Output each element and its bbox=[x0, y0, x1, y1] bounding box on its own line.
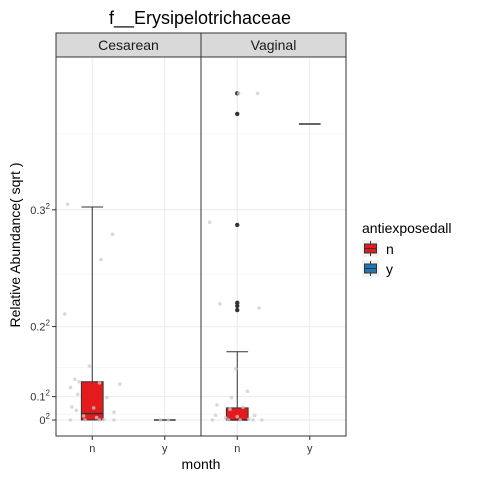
jitter-point bbox=[97, 418, 102, 422]
box-body bbox=[80, 381, 104, 421]
legend: antiexposedall ny bbox=[362, 220, 452, 277]
jitter-point bbox=[77, 379, 81, 384]
jitter-point bbox=[65, 202, 70, 206]
facet-strip-label: Vaginal bbox=[251, 37, 297, 53]
facet-vaginal: Vaginal n y bbox=[200, 32, 347, 455]
jitter-point bbox=[234, 367, 238, 371]
jitter-point bbox=[252, 413, 257, 418]
jitter-point bbox=[245, 389, 250, 394]
facet-cesarean: Cesarean n y bbox=[55, 32, 202, 455]
jitter-point bbox=[74, 408, 79, 413]
x-tick-label: y bbox=[307, 443, 313, 455]
jitter-point bbox=[97, 381, 102, 385]
jitter-point bbox=[99, 257, 103, 262]
jitter-point bbox=[75, 392, 80, 397]
jitter-point bbox=[68, 418, 73, 422]
panel-border bbox=[200, 56, 347, 437]
jitter-point bbox=[112, 410, 116, 414]
jitter-point bbox=[112, 418, 116, 422]
legend-item-label: y bbox=[386, 261, 393, 277]
legend-item-label: n bbox=[386, 241, 394, 257]
jitter-point bbox=[158, 418, 163, 422]
jitter-point bbox=[83, 418, 87, 422]
jitter-point bbox=[241, 405, 245, 410]
jitter-point bbox=[81, 414, 86, 418]
box-outlier bbox=[235, 222, 240, 228]
facets: Cesarean n y Vaginal n y bbox=[55, 32, 347, 455]
jitter-point bbox=[215, 403, 219, 407]
box-outlier bbox=[235, 111, 240, 117]
x-axis-title: month bbox=[182, 456, 221, 472]
jitter-point bbox=[223, 416, 228, 420]
x-tick-label: n bbox=[89, 443, 95, 455]
legend-title: antiexposedall bbox=[362, 220, 452, 236]
jitter-point bbox=[210, 418, 215, 422]
jitter-point bbox=[207, 220, 212, 225]
jitter-point bbox=[255, 91, 260, 96]
jitter-points bbox=[207, 91, 264, 422]
x-tick-label: y bbox=[162, 443, 168, 455]
facet-strip bbox=[200, 32, 347, 58]
jitter-points bbox=[62, 202, 171, 422]
jitter-point bbox=[91, 406, 96, 410]
jitter-point bbox=[62, 312, 67, 316]
jitter-point bbox=[102, 417, 106, 422]
jitter-point bbox=[236, 91, 241, 96]
y-axis: 02 0.12 0.22 0.32 bbox=[30, 202, 56, 427]
box-n bbox=[80, 206, 104, 421]
y-tick-label: 02 bbox=[39, 412, 50, 427]
jitter-point bbox=[104, 395, 109, 400]
jitter-point bbox=[228, 407, 232, 412]
jitter-point bbox=[94, 415, 99, 420]
jitter-point bbox=[73, 377, 77, 382]
jitter-point bbox=[110, 232, 115, 237]
facet-strip-label: Cesarean bbox=[98, 37, 159, 53]
jitter-point bbox=[257, 306, 261, 310]
jitter-point bbox=[260, 418, 264, 422]
y-tick-label: 0.32 bbox=[30, 202, 50, 217]
box-outlier bbox=[235, 303, 240, 309]
jitter-point bbox=[87, 364, 92, 368]
jitter-point bbox=[235, 414, 240, 419]
jitter-point bbox=[226, 418, 231, 422]
chart-title: f__Erysipelotrichaceae bbox=[109, 8, 291, 29]
facet-strip bbox=[55, 32, 202, 58]
box-outlier bbox=[235, 307, 240, 313]
legend-item-y: y bbox=[362, 260, 393, 277]
jitter-point bbox=[238, 418, 242, 422]
jitter-point bbox=[118, 382, 122, 386]
jitter-point bbox=[247, 417, 251, 421]
y-tick-label: 0.12 bbox=[30, 389, 50, 404]
legend-item-n: n bbox=[362, 240, 394, 257]
jitter-point bbox=[218, 302, 222, 306]
panel-background bbox=[56, 57, 201, 436]
jitter-point bbox=[229, 395, 234, 400]
jitter-point bbox=[213, 413, 218, 418]
x-tick-label: n bbox=[234, 443, 240, 455]
y-axis-title: Relative Abundance( sqrt ) bbox=[7, 163, 23, 328]
jitter-point bbox=[70, 405, 74, 409]
y-tick-label: 0.22 bbox=[30, 319, 50, 334]
jitter-point bbox=[68, 385, 73, 390]
jitter-point bbox=[166, 418, 171, 422]
panel-background bbox=[201, 57, 346, 436]
jitter-point bbox=[251, 418, 255, 422]
box-outlier bbox=[235, 300, 240, 306]
